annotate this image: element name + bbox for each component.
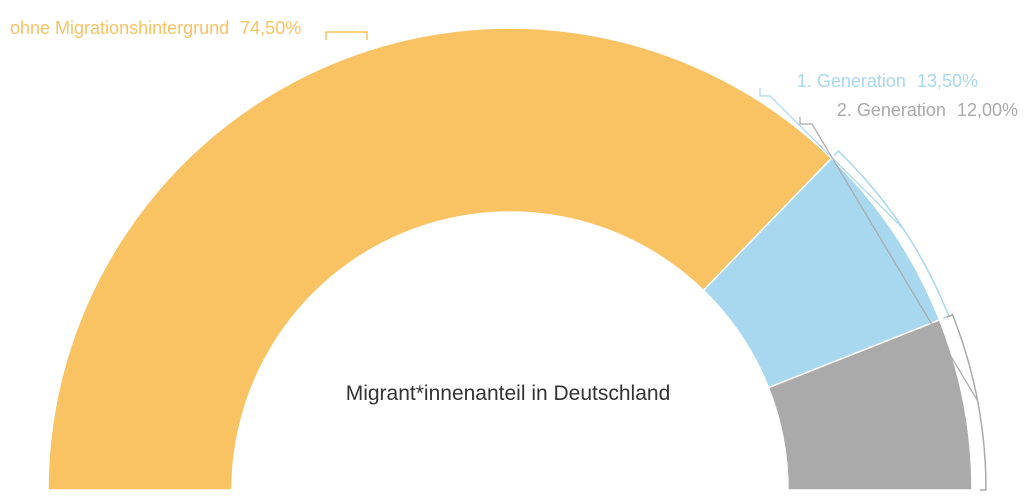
slice-ohne-migrationshintergrund	[47, 27, 833, 491]
slice-category-1-generation: 1. Generation	[797, 71, 906, 91]
slice-category-2-generation: 2. Generation	[837, 100, 946, 120]
connector-2-generation	[946, 313, 987, 491]
connector-ohne-migrationshintergrund	[325, 31, 368, 40]
slice-value-1-generation: 13,50%	[917, 71, 978, 91]
slice-value-2-generation: 12,00%	[957, 100, 1018, 120]
chart-slices	[47, 27, 973, 491]
chart-title: Migrant*innenanteil in Deutschland	[346, 382, 671, 405]
label-connectors	[325, 31, 987, 491]
leader-line-2-generation	[799, 117, 979, 402]
slice-labels: ohne Migrationshintergrund 74,50% 1. Gen…	[10, 18, 1018, 120]
slice-category-ohne-migrationshintergrund: ohne Migrationshintergrund	[10, 18, 229, 38]
slice-2-generation	[767, 318, 973, 491]
slice-label-1-generation: 1. Generation 13,50%	[797, 71, 978, 91]
slice-label-2-generation: 2. Generation 12,00%	[837, 100, 1018, 120]
slice-value-ohne-migrationshintergrund: 74,50%	[240, 18, 301, 38]
leader-line-1-generation	[759, 88, 903, 229]
slice-label-ohne-migrationshintergrund: ohne Migrationshintergrund 74,50%	[10, 18, 301, 38]
